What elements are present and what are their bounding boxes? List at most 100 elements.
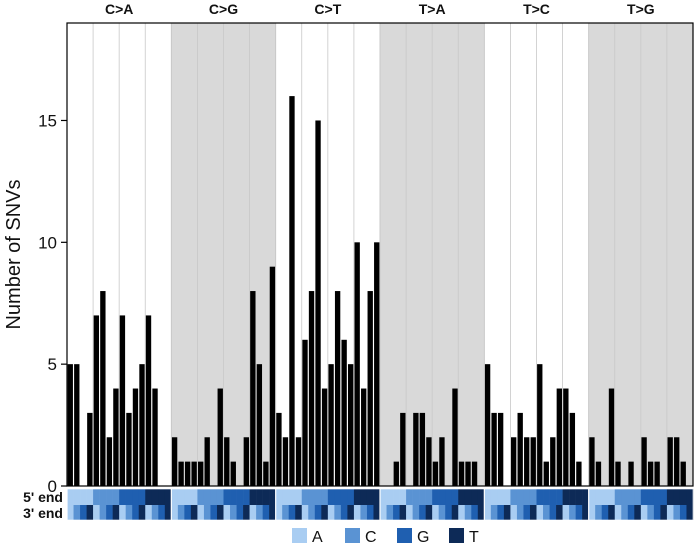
- group-label-4: T>C: [523, 1, 550, 17]
- five-prime-cell: [602, 489, 609, 505]
- bar: [87, 413, 92, 486]
- three-prime-cell: [393, 505, 400, 520]
- bar: [178, 462, 183, 486]
- bar: [309, 291, 314, 486]
- bar: [681, 462, 686, 486]
- three-prime-cell: [113, 505, 120, 520]
- three-prime-cell: [250, 505, 257, 520]
- five-prime-cell: [478, 489, 485, 505]
- three-prime-cell: [67, 505, 74, 520]
- bar: [452, 389, 457, 486]
- bar: [120, 315, 125, 486]
- bar: [374, 242, 379, 486]
- five-prime-cell: [171, 489, 178, 505]
- three-prime-cell: [165, 505, 172, 520]
- bar: [576, 462, 581, 486]
- five-prime-cell: [132, 489, 139, 505]
- five-prime-cell: [673, 489, 680, 505]
- legend-swatch-a: [292, 528, 307, 543]
- five-prime-cell: [74, 489, 81, 505]
- three-prime-cell: [621, 505, 628, 520]
- three-prime-cell: [100, 505, 107, 520]
- bar: [394, 462, 399, 486]
- five-prime-cell: [400, 489, 407, 505]
- bar: [563, 389, 568, 486]
- bar: [218, 389, 223, 486]
- three-prime-cell: [452, 505, 459, 520]
- five-prime-cell: [373, 489, 380, 505]
- bar: [413, 413, 418, 486]
- three-prime-cell: [400, 505, 407, 520]
- three-prime-cell: [413, 505, 420, 520]
- bar: [315, 120, 320, 486]
- five-prime-cell: [282, 489, 289, 505]
- bar: [361, 389, 366, 486]
- five-prime-cell: [119, 489, 126, 505]
- three-prime-cell: [315, 505, 322, 520]
- three-prime-cell: [132, 505, 139, 520]
- three-prime-cell: [595, 505, 602, 520]
- three-prime-cell: [237, 505, 244, 520]
- bar: [641, 437, 646, 486]
- three-prime-cell: [543, 505, 550, 520]
- five-prime-cell: [347, 489, 354, 505]
- three-prime-cell: [191, 505, 198, 520]
- five-prime-cell: [250, 489, 257, 505]
- bar: [205, 437, 210, 486]
- five-prime-cell: [393, 489, 400, 505]
- five-prime-cell: [589, 489, 596, 505]
- bar: [289, 96, 294, 486]
- bar: [322, 389, 327, 486]
- three-prime-cell: [647, 505, 654, 520]
- five-prime-cell: [321, 489, 328, 505]
- three-prime-cell: [445, 505, 452, 520]
- five-prime-cell: [204, 489, 211, 505]
- five-prime-cell: [360, 489, 367, 505]
- five-prime-cell: [256, 489, 263, 505]
- three-prime-cell: [387, 505, 394, 520]
- five-prime-cell: [210, 489, 217, 505]
- five-prime-cell: [224, 489, 231, 505]
- three-prime-cell: [152, 505, 159, 520]
- bar: [615, 462, 620, 486]
- three-prime-cell: [282, 505, 289, 520]
- five-prime-cell: [471, 489, 478, 505]
- three-prime-cell: [289, 505, 296, 520]
- five-prime-cell: [569, 489, 576, 505]
- three-prime-cell: [576, 505, 583, 520]
- three-prime-cell: [269, 505, 276, 520]
- five-prime-cell: [641, 489, 648, 505]
- five-prime-cell: [113, 489, 120, 505]
- five-prime-cell: [543, 489, 550, 505]
- bar: [531, 437, 536, 486]
- legend-swatch-c: [345, 528, 360, 543]
- three-prime-cell: [256, 505, 263, 520]
- three-prime-cell: [341, 505, 348, 520]
- five-prime-cell: [608, 489, 615, 505]
- three-prime-cell: [347, 505, 354, 520]
- three-prime-cell: [426, 505, 433, 520]
- five-prime-cell: [289, 489, 296, 505]
- three-prime-cell: [667, 505, 674, 520]
- legend-label-g: G: [417, 529, 429, 546]
- three-prime-cell: [563, 505, 570, 520]
- y-tick-label: 15: [38, 111, 57, 130]
- bar: [589, 437, 594, 486]
- three-prime-cell: [550, 505, 557, 520]
- bar: [491, 413, 496, 486]
- bar: [654, 462, 659, 486]
- bar: [198, 462, 203, 486]
- three-prime-cell: [210, 505, 217, 520]
- bar: [459, 462, 464, 486]
- group-label-0: C>A: [105, 1, 133, 17]
- five-prime-cell: [504, 489, 511, 505]
- three-prime-cell: [465, 505, 472, 520]
- bar: [126, 413, 131, 486]
- three-prime-cell: [504, 505, 511, 520]
- three-prime-cell: [680, 505, 687, 520]
- three-prime-cell: [641, 505, 648, 520]
- three-prime-cell: [432, 505, 439, 520]
- five-prime-cell: [191, 489, 198, 505]
- bar: [518, 413, 523, 486]
- five-prime-cell: [328, 489, 335, 505]
